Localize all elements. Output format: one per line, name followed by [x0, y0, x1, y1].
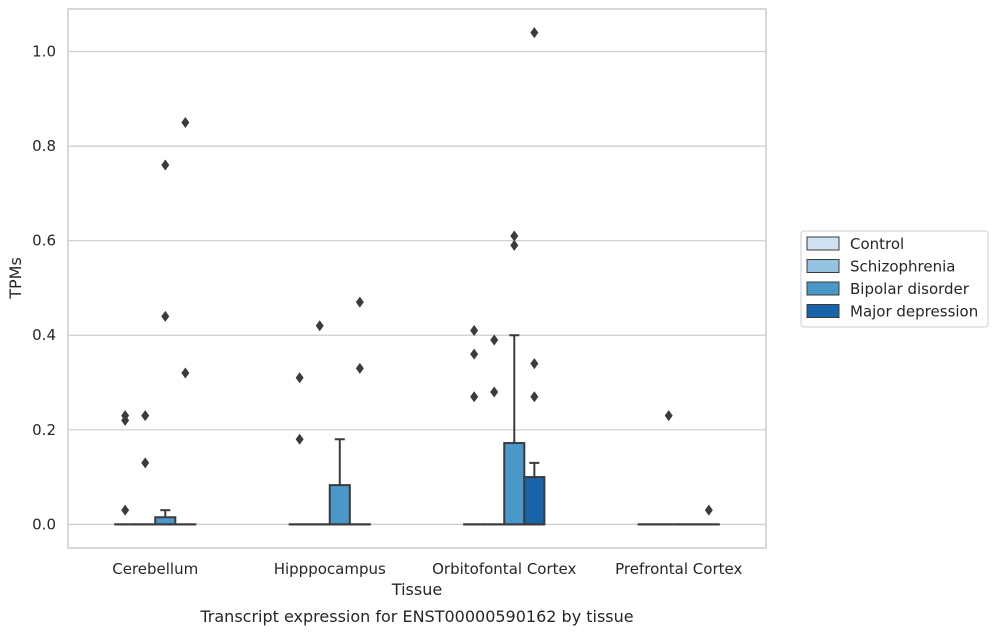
outlier-point [181, 367, 190, 379]
plot-area-frame [67, 8, 767, 549]
outlier-point [490, 386, 499, 398]
outlier-point [141, 457, 150, 469]
outlier-point [490, 334, 499, 346]
outlier-point [510, 239, 519, 251]
y-tick-label: 0.4 [32, 326, 56, 344]
y-tick-label: 0.6 [32, 232, 56, 250]
outlier-point [704, 504, 713, 516]
chart-caption: Transcript expression for ENST0000059016… [199, 607, 633, 626]
outlier-point [530, 27, 539, 39]
x-axis-ticks: Cerebellum Hipppocampus Orbitofontal Corte… [112, 560, 742, 578]
outlier-point [470, 391, 479, 403]
outlier-point [181, 116, 190, 128]
box-body [523, 476, 546, 526]
outlier-point [510, 230, 519, 242]
box-2-1 [328, 438, 351, 526]
outlier-point [530, 391, 539, 403]
outlier-point [295, 372, 304, 384]
x-tick-label: Prefrontal Cortex [615, 560, 742, 578]
x-tick-label: Hipppocampus [274, 560, 386, 578]
outlier-point [121, 410, 130, 422]
legend-frame [800, 230, 989, 328]
y-axis-ticks: 0.0 0.2 0.4 0.6 0.8 1.0 [32, 43, 56, 534]
x-axis-title: Tissue [391, 580, 442, 599]
y-tick-label: 0.2 [32, 421, 56, 439]
legend-swatch [806, 304, 840, 318]
legend-label: Bipolar disorder [850, 280, 970, 298]
legend-swatch [806, 281, 840, 296]
box-body [503, 442, 526, 526]
legend: Control Schizophrenia Bipolar disorder Majo… [800, 230, 989, 328]
outlier-point [295, 433, 304, 445]
outlier-point [470, 325, 479, 337]
outlier-points [121, 27, 713, 516]
outlier-point [355, 296, 364, 308]
outlier-point [664, 410, 673, 422]
outlier-point [355, 362, 364, 374]
legend-swatch [806, 236, 840, 251]
outlier-point [121, 504, 130, 516]
y-tick-label: 0.8 [32, 137, 56, 155]
box-2-0 [154, 509, 177, 526]
legend-label: Schizophrenia [850, 258, 955, 276]
boxes [114, 334, 720, 526]
legend-label: Control [850, 235, 904, 253]
x-tick-label: Orbitofontal Cortex [432, 560, 576, 578]
y-axis-title: TPMs [6, 257, 25, 300]
outlier-point [141, 410, 150, 422]
gridlines [68, 50, 766, 525]
box-3-2 [523, 461, 546, 526]
outlier-point [530, 358, 539, 370]
outlier-point [161, 310, 170, 322]
outlier-point [161, 159, 170, 171]
outlier-point [315, 320, 324, 332]
box-body [328, 484, 351, 526]
outlier-point [470, 348, 479, 360]
y-tick-label: 0.0 [32, 515, 56, 533]
legend-swatch [806, 259, 840, 273]
x-tick-label: Cerebellum [112, 560, 198, 578]
y-tick-label: 1.0 [32, 43, 56, 61]
box-body [154, 516, 177, 526]
legend-label: Major depression [850, 303, 978, 321]
